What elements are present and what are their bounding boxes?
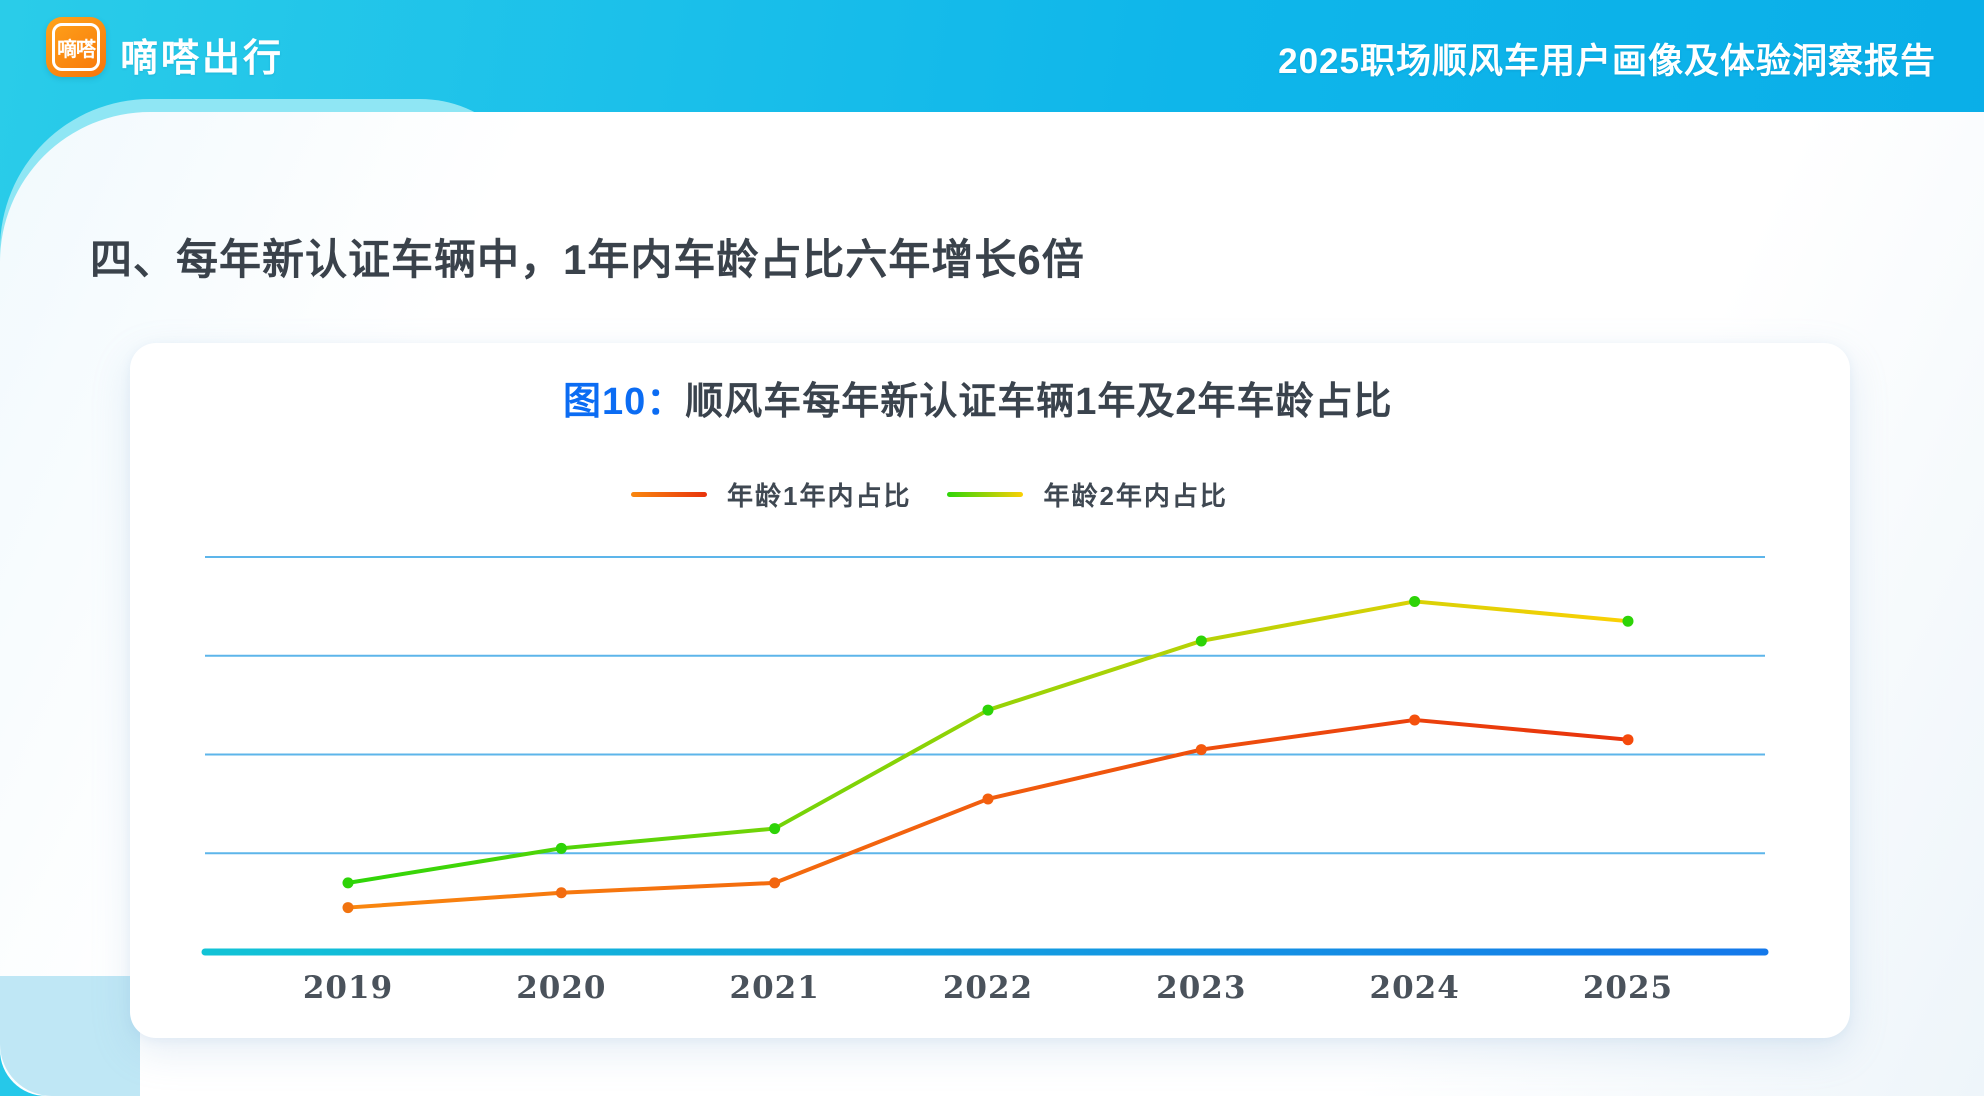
chart-title-text: 顺风车每年新认证车辆1年及2年车龄占比 (685, 381, 1393, 423)
data-point-s1-2020 (555, 842, 567, 854)
brand-name: 嘀嗒出行 (120, 38, 285, 80)
chart-legend: 年龄1年内占比 年龄2年内占比 (631, 476, 1228, 513)
chart-card: 图10：顺风车每年新认证车辆1年及2年车龄占比 年龄1年内占比 年龄2年内占比 … (130, 343, 1850, 1038)
x-axis-label-2025: 2025 (1583, 970, 1673, 1006)
x-axis-label-2022: 2022 (943, 970, 1033, 1006)
x-axis-label-2019: 2019 (303, 970, 393, 1006)
data-point-s0-2021 (769, 877, 781, 889)
data-point-s1-2019 (342, 877, 354, 889)
legend-item-age2: 年龄2年内占比 (947, 476, 1227, 513)
x-axis-label-2024: 2024 (1370, 970, 1460, 1006)
data-point-s0-2023 (1195, 744, 1207, 756)
data-point-s0-2019 (342, 902, 354, 914)
data-point-s1-2021 (769, 823, 781, 835)
dida-logo-mark: 嘀嗒 (52, 23, 100, 71)
data-point-s0-2022 (982, 793, 994, 805)
chart-plot: 2019 2020 2021 2022 2023 2024 2025 (201, 556, 1769, 1006)
data-point-s1-2024 (1409, 595, 1421, 607)
x-axis-label-2023: 2023 (1156, 970, 1246, 1006)
chart-title: 图10：顺风车每年新认证车辆1年及2年车龄占比 (563, 370, 1393, 425)
data-point-s0-2025 (1622, 734, 1634, 746)
legend-label-age2: 年龄2年内占比 (1043, 481, 1228, 511)
data-point-s0-2020 (555, 887, 567, 899)
x-axis-label-2020: 2020 (516, 970, 606, 1006)
report-title: 2025职场顺风车用户画像及体验洞察报告 (1278, 42, 1936, 81)
data-point-s1-2023 (1195, 635, 1207, 647)
series-line-1 (346, 599, 1630, 885)
x-axis-label-2021: 2021 (730, 970, 820, 1006)
legend-line-age2 (947, 492, 1024, 497)
series-line-0 (346, 717, 1630, 910)
data-point-s1-2025 (1622, 615, 1634, 627)
bottom-corner-accent-curve (0, 976, 140, 1096)
dida-logo: 嘀嗒 (46, 17, 106, 77)
data-point-s1-2022 (982, 704, 994, 716)
chart-title-prefix: 图10： (563, 381, 686, 423)
data-point-s0-2024 (1409, 714, 1421, 726)
legend-label-age1: 年龄1年内占比 (727, 481, 912, 511)
legend-line-age1 (631, 492, 707, 497)
legend-item-age1: 年龄1年内占比 (631, 476, 911, 513)
section-heading: 四、每年新认证车辆中，1年内车龄占比六年增长6倍 (90, 236, 1085, 283)
